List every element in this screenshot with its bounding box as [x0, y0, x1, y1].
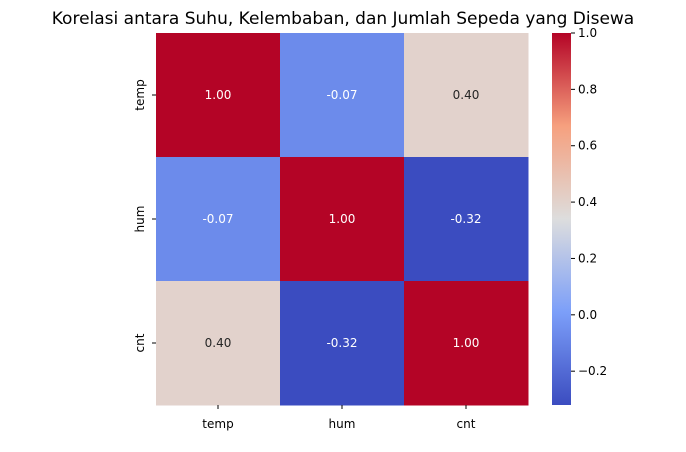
- cell-value-label: 1.00: [329, 212, 356, 226]
- heatmap-cell: [404, 281, 529, 406]
- chart-title: Korelasi antara Suhu, Kelembaban, dan Ju…: [52, 9, 634, 29]
- heatmap-cell: [404, 157, 529, 282]
- heatmap-cell: [280, 157, 405, 282]
- colorbar-gradient: [552, 33, 571, 405]
- cell-value-label: 0.40: [453, 88, 480, 102]
- cell-value-label: 0.40: [205, 336, 232, 350]
- cell-value-label: -0.32: [326, 336, 357, 350]
- cell-value-label: 1.00: [205, 88, 232, 102]
- cell-value-label: -0.07: [326, 88, 357, 102]
- x-tick-label: hum: [329, 417, 356, 431]
- heatmap-cells: 1.00 -0.07 0.40 -0.07 1.00 -0.32 0.40 -0.32 1.00: [156, 33, 529, 406]
- colorbar-tick-label: 1.0: [578, 26, 597, 40]
- heatmap-cell: [156, 157, 281, 282]
- y-tick-label: hum: [133, 206, 147, 233]
- colorbar-tick-label: −0.2: [578, 364, 607, 378]
- heatmap-cell: [156, 33, 281, 158]
- x-axis: temp hum cnt: [202, 405, 476, 431]
- heatmap-cell: [156, 281, 281, 406]
- heatmap-cell: [404, 33, 529, 158]
- colorbar-tick-label: 0.4: [578, 195, 597, 209]
- colorbar-tick-label: 0.2: [578, 251, 597, 265]
- y-tick-label: cnt: [133, 333, 147, 352]
- colorbar-tick-label: 0.8: [578, 82, 597, 96]
- heatmap-cell: [280, 33, 405, 158]
- colorbar-tick-label: 0.6: [578, 139, 597, 153]
- y-axis: temp hum cnt: [133, 79, 156, 352]
- cell-value-label: 1.00: [453, 336, 480, 350]
- colorbar-tick-label: 0.0: [578, 308, 597, 322]
- heatmap-cell: [280, 281, 405, 406]
- cell-value-label: -0.32: [450, 212, 481, 226]
- y-tick-label: temp: [133, 79, 147, 110]
- x-tick-label: temp: [202, 417, 233, 431]
- colorbar: −0.2 0.0 0.2 0.4 0.6 0.8 1.0: [552, 26, 607, 405]
- cell-value-label: -0.07: [202, 212, 233, 226]
- x-tick-label: cnt: [457, 417, 476, 431]
